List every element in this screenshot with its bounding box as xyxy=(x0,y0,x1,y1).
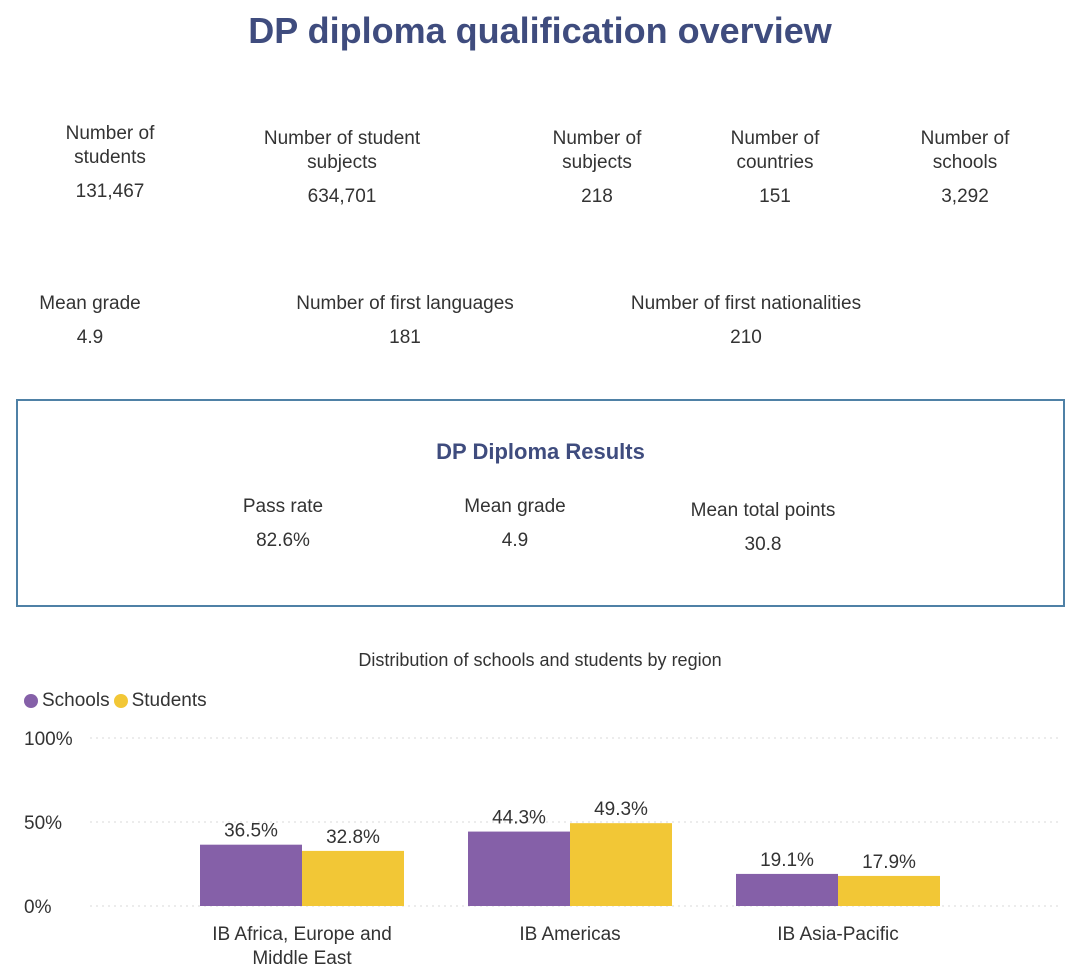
stat-label: Number of students xyxy=(65,123,155,168)
bar-students xyxy=(838,875,940,906)
diploma-results-panel: DP Diploma Results Pass rate 82.6% Mean … xyxy=(16,399,1065,607)
stat-label: Number of subjects xyxy=(552,128,642,173)
stat-value: 4.9 xyxy=(76,327,104,348)
stat-number-of-student-subjects: Number of student subjects 634,701 xyxy=(242,127,442,209)
bar-students xyxy=(302,850,404,906)
results-title: DP Diploma Results xyxy=(436,439,645,464)
x-category-label: IB Americas xyxy=(519,924,620,945)
stat-value: 4.9 xyxy=(501,530,529,551)
stat-mean-total-points: Mean total points 30.8 xyxy=(658,499,868,557)
stat-value: 82.6% xyxy=(256,530,310,551)
bar-schools xyxy=(468,831,570,906)
stat-number-of-countries: Number of countries 151 xyxy=(710,127,840,209)
stat-value: 634,701 xyxy=(307,186,377,207)
bar-students xyxy=(570,823,672,906)
bar-chart: 0% 50% 100% 36.5% 32.8% IB Africa, Europe and… xyxy=(24,729,1058,964)
data-label: 19.1% xyxy=(760,850,814,871)
x-category-label: IB Africa, Europe and Middle East xyxy=(212,924,392,964)
stat-label: Number of schools xyxy=(920,128,1010,173)
legend-item-schools: Schools xyxy=(24,690,110,712)
legend-label-schools: Schools xyxy=(42,690,110,711)
bar-schools xyxy=(200,844,302,906)
stat-label: Mean grade xyxy=(464,496,566,517)
stat-value: 3,292 xyxy=(941,186,989,207)
stat-number-of-first-languages: Number of first languages 181 xyxy=(270,292,540,350)
stat-label: Number of countries xyxy=(730,128,820,173)
stat-value: 210 xyxy=(730,327,762,348)
stat-value: 181 xyxy=(389,327,421,348)
x-category-label: IB Asia-Pacific xyxy=(777,924,898,945)
y-tick-label: 50% xyxy=(24,813,62,834)
stat-value: 151 xyxy=(759,186,791,207)
stat-label: Number of first languages xyxy=(296,293,514,314)
stat-label: Number of first nationalities xyxy=(630,293,862,314)
data-label: 36.5% xyxy=(224,821,278,842)
legend-item-students: Students xyxy=(113,690,207,712)
data-label: 17.9% xyxy=(862,852,916,873)
stat-label: Mean total points xyxy=(690,500,836,521)
stat-mean-grade: Mean grade 4.9 xyxy=(20,292,160,350)
stat-number-of-subjects: Number of subjects 218 xyxy=(532,127,662,209)
stat-value: 131,467 xyxy=(75,181,145,202)
stat-pass-rate: Pass rate 82.6% xyxy=(208,495,358,553)
data-label: 49.3% xyxy=(594,799,648,820)
stat-label: Pass rate xyxy=(242,496,324,517)
y-tick-label: 0% xyxy=(24,897,52,918)
stat-number-of-first-nationalities: Number of first nationalities 210 xyxy=(606,292,886,350)
stat-label: Number of student subjects xyxy=(263,128,421,173)
chart-legend: Schools Students xyxy=(24,690,211,712)
legend-label-students: Students xyxy=(131,690,207,711)
data-label: 32.8% xyxy=(326,827,380,848)
stat-value: 218 xyxy=(581,186,613,207)
data-label: 44.3% xyxy=(492,808,546,829)
page-title: DP diploma qualification overview xyxy=(248,10,832,51)
stat-label: Mean grade xyxy=(39,293,141,314)
stat-number-of-students: Number of students 131,467 xyxy=(40,122,180,204)
bar-schools xyxy=(736,873,838,906)
legend-swatch-students xyxy=(113,694,128,708)
chart-title: Distribution of schools and students by … xyxy=(358,650,722,670)
legend-swatch-schools xyxy=(24,694,38,708)
y-tick-label: 100% xyxy=(24,729,73,750)
stat-number-of-schools: Number of schools 3,292 xyxy=(900,127,1030,209)
stat-value: 30.8 xyxy=(744,534,782,555)
stat-results-mean-grade: Mean grade 4.9 xyxy=(440,495,590,553)
